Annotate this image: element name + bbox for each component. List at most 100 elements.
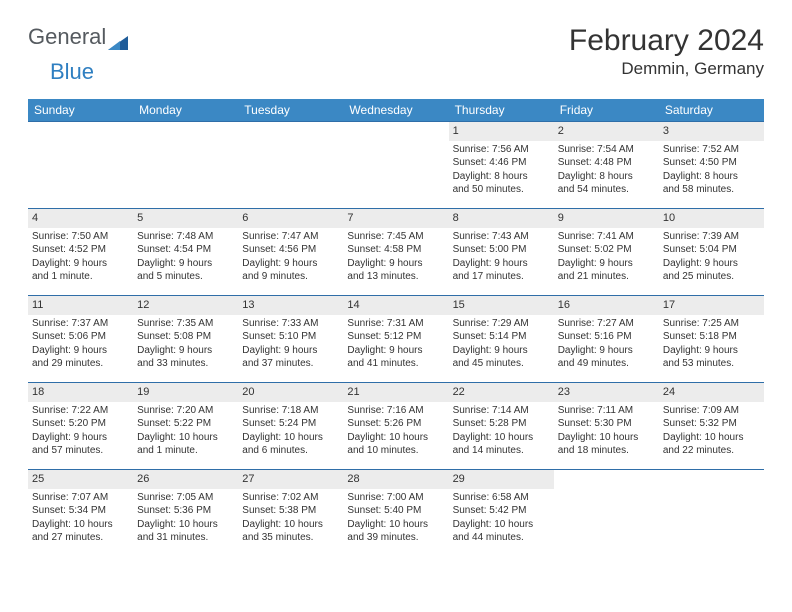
day-line: Sunset: 5:20 PM bbox=[32, 417, 129, 431]
day-body: Sunrise: 7:29 AMSunset: 5:14 PMDaylight:… bbox=[449, 315, 554, 375]
day-cell: 20Sunrise: 7:18 AMSunset: 5:24 PMDayligh… bbox=[238, 383, 343, 470]
location: Demmin, Germany bbox=[569, 59, 764, 79]
calendar-grid: Sunday Monday Tuesday Wednesday Thursday… bbox=[28, 99, 764, 556]
day-line: Daylight: 9 hours bbox=[347, 257, 444, 271]
day-line: Sunset: 4:50 PM bbox=[663, 156, 760, 170]
day-number: 12 bbox=[133, 296, 238, 315]
dow-row: Sunday Monday Tuesday Wednesday Thursday… bbox=[28, 99, 764, 122]
day-line: Sunrise: 7:47 AM bbox=[242, 230, 339, 244]
day-number: 22 bbox=[449, 383, 554, 402]
day-body: Sunrise: 7:02 AMSunset: 5:38 PMDaylight:… bbox=[238, 489, 343, 549]
day-cell: 13Sunrise: 7:33 AMSunset: 5:10 PMDayligh… bbox=[238, 296, 343, 383]
day-cell bbox=[659, 470, 764, 557]
day-number: 5 bbox=[133, 209, 238, 228]
day-line: Sunrise: 7:05 AM bbox=[137, 491, 234, 505]
day-line: and 57 minutes. bbox=[32, 444, 129, 458]
day-cell: 10Sunrise: 7:39 AMSunset: 5:04 PMDayligh… bbox=[659, 209, 764, 296]
day-cell: 17Sunrise: 7:25 AMSunset: 5:18 PMDayligh… bbox=[659, 296, 764, 383]
day-cell: 18Sunrise: 7:22 AMSunset: 5:20 PMDayligh… bbox=[28, 383, 133, 470]
day-cell: 29Sunrise: 6:58 AMSunset: 5:42 PMDayligh… bbox=[449, 470, 554, 557]
day-line: Sunset: 5:10 PM bbox=[242, 330, 339, 344]
day-body: Sunrise: 7:56 AMSunset: 4:46 PMDaylight:… bbox=[449, 141, 554, 201]
day-number: 29 bbox=[449, 470, 554, 489]
day-line: Sunset: 4:46 PM bbox=[453, 156, 550, 170]
day-cell: 4Sunrise: 7:50 AMSunset: 4:52 PMDaylight… bbox=[28, 209, 133, 296]
day-line: Sunset: 5:12 PM bbox=[347, 330, 444, 344]
day-cell: 11Sunrise: 7:37 AMSunset: 5:06 PMDayligh… bbox=[28, 296, 133, 383]
day-line: Sunset: 5:32 PM bbox=[663, 417, 760, 431]
day-cell: 9Sunrise: 7:41 AMSunset: 5:02 PMDaylight… bbox=[554, 209, 659, 296]
day-cell: 28Sunrise: 7:00 AMSunset: 5:40 PMDayligh… bbox=[343, 470, 448, 557]
day-line: Sunrise: 6:58 AM bbox=[453, 491, 550, 505]
day-body: Sunrise: 7:48 AMSunset: 4:54 PMDaylight:… bbox=[133, 228, 238, 288]
day-cell: 1Sunrise: 7:56 AMSunset: 4:46 PMDaylight… bbox=[449, 122, 554, 209]
day-line: Daylight: 9 hours bbox=[453, 257, 550, 271]
day-line: Daylight: 10 hours bbox=[347, 431, 444, 445]
day-body: Sunrise: 7:45 AMSunset: 4:58 PMDaylight:… bbox=[343, 228, 448, 288]
day-line: Daylight: 8 hours bbox=[663, 170, 760, 184]
day-cell: 19Sunrise: 7:20 AMSunset: 5:22 PMDayligh… bbox=[133, 383, 238, 470]
day-number: 26 bbox=[133, 470, 238, 489]
day-cell bbox=[133, 122, 238, 209]
day-body: Sunrise: 7:39 AMSunset: 5:04 PMDaylight:… bbox=[659, 228, 764, 288]
day-cell bbox=[238, 122, 343, 209]
day-line: Sunrise: 7:25 AM bbox=[663, 317, 760, 331]
day-number: 7 bbox=[343, 209, 448, 228]
day-line: and 13 minutes. bbox=[347, 270, 444, 284]
day-number: 25 bbox=[28, 470, 133, 489]
day-cell bbox=[28, 122, 133, 209]
day-body: Sunrise: 7:00 AMSunset: 5:40 PMDaylight:… bbox=[343, 489, 448, 549]
day-line: Sunset: 5:36 PM bbox=[137, 504, 234, 518]
day-line: Sunrise: 7:45 AM bbox=[347, 230, 444, 244]
day-number: 4 bbox=[28, 209, 133, 228]
day-line: and 22 minutes. bbox=[663, 444, 760, 458]
dow-monday: Monday bbox=[133, 99, 238, 122]
day-line: and 31 minutes. bbox=[137, 531, 234, 545]
day-cell: 16Sunrise: 7:27 AMSunset: 5:16 PMDayligh… bbox=[554, 296, 659, 383]
day-line: Sunrise: 7:31 AM bbox=[347, 317, 444, 331]
day-line: and 39 minutes. bbox=[347, 531, 444, 545]
day-line: Sunset: 5:14 PM bbox=[453, 330, 550, 344]
day-line: and 41 minutes. bbox=[347, 357, 444, 371]
dow-wednesday: Wednesday bbox=[343, 99, 448, 122]
day-line: Daylight: 10 hours bbox=[242, 431, 339, 445]
day-line: Sunrise: 7:43 AM bbox=[453, 230, 550, 244]
day-line: and 14 minutes. bbox=[453, 444, 550, 458]
day-line: Sunset: 4:48 PM bbox=[558, 156, 655, 170]
day-line: Sunset: 5:22 PM bbox=[137, 417, 234, 431]
day-cell: 5Sunrise: 7:48 AMSunset: 4:54 PMDaylight… bbox=[133, 209, 238, 296]
day-number: 24 bbox=[659, 383, 764, 402]
day-line: Sunrise: 7:37 AM bbox=[32, 317, 129, 331]
day-line: Sunrise: 7:41 AM bbox=[558, 230, 655, 244]
day-body: Sunrise: 7:50 AMSunset: 4:52 PMDaylight:… bbox=[28, 228, 133, 288]
day-line: and 53 minutes. bbox=[663, 357, 760, 371]
day-line: and 25 minutes. bbox=[663, 270, 760, 284]
day-line: and 33 minutes. bbox=[137, 357, 234, 371]
day-body: Sunrise: 7:43 AMSunset: 5:00 PMDaylight:… bbox=[449, 228, 554, 288]
day-line: Daylight: 9 hours bbox=[32, 431, 129, 445]
day-body: Sunrise: 7:47 AMSunset: 4:56 PMDaylight:… bbox=[238, 228, 343, 288]
day-body: Sunrise: 7:52 AMSunset: 4:50 PMDaylight:… bbox=[659, 141, 764, 201]
day-number: 2 bbox=[554, 122, 659, 141]
day-line: and 35 minutes. bbox=[242, 531, 339, 545]
day-cell: 8Sunrise: 7:43 AMSunset: 5:00 PMDaylight… bbox=[449, 209, 554, 296]
day-line: Sunrise: 7:16 AM bbox=[347, 404, 444, 418]
day-line: Sunset: 5:26 PM bbox=[347, 417, 444, 431]
day-line: Daylight: 10 hours bbox=[663, 431, 760, 445]
day-line: Sunrise: 7:07 AM bbox=[32, 491, 129, 505]
day-line: Sunset: 5:42 PM bbox=[453, 504, 550, 518]
day-cell: 22Sunrise: 7:14 AMSunset: 5:28 PMDayligh… bbox=[449, 383, 554, 470]
day-line: Sunrise: 7:18 AM bbox=[242, 404, 339, 418]
day-line: Sunrise: 7:54 AM bbox=[558, 143, 655, 157]
calendar-page: General February 2024 Demmin, Germany Bl… bbox=[0, 0, 792, 580]
day-number: 27 bbox=[238, 470, 343, 489]
day-line: Daylight: 8 hours bbox=[453, 170, 550, 184]
day-line: Daylight: 10 hours bbox=[347, 518, 444, 532]
day-number: 10 bbox=[659, 209, 764, 228]
day-cell: 12Sunrise: 7:35 AMSunset: 5:08 PMDayligh… bbox=[133, 296, 238, 383]
day-line: and 10 minutes. bbox=[347, 444, 444, 458]
day-number: 13 bbox=[238, 296, 343, 315]
day-line: Sunrise: 7:00 AM bbox=[347, 491, 444, 505]
day-line: and 49 minutes. bbox=[558, 357, 655, 371]
day-line: Daylight: 9 hours bbox=[558, 257, 655, 271]
